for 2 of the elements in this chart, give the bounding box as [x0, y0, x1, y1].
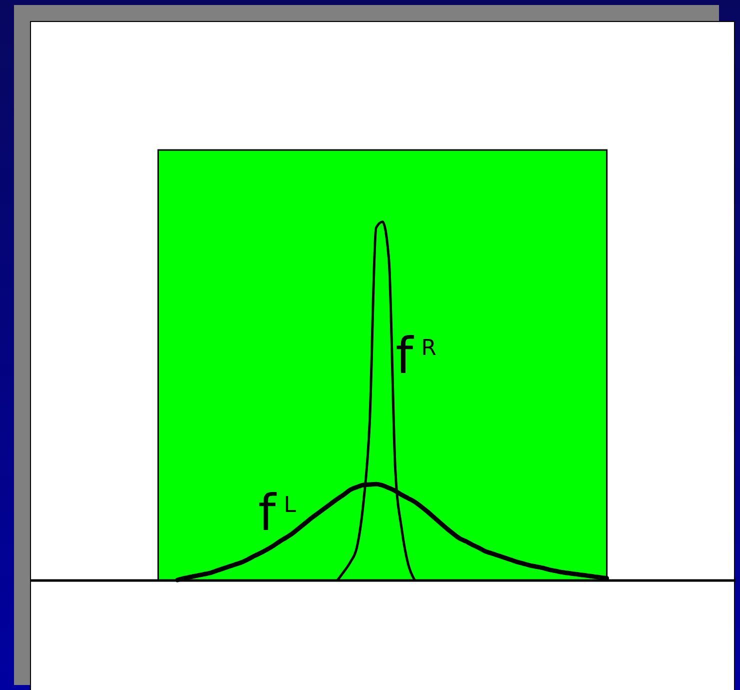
- series-label: f$^{L}$: [258, 484, 297, 542]
- series-label: f$^{R}$: [396, 326, 436, 385]
